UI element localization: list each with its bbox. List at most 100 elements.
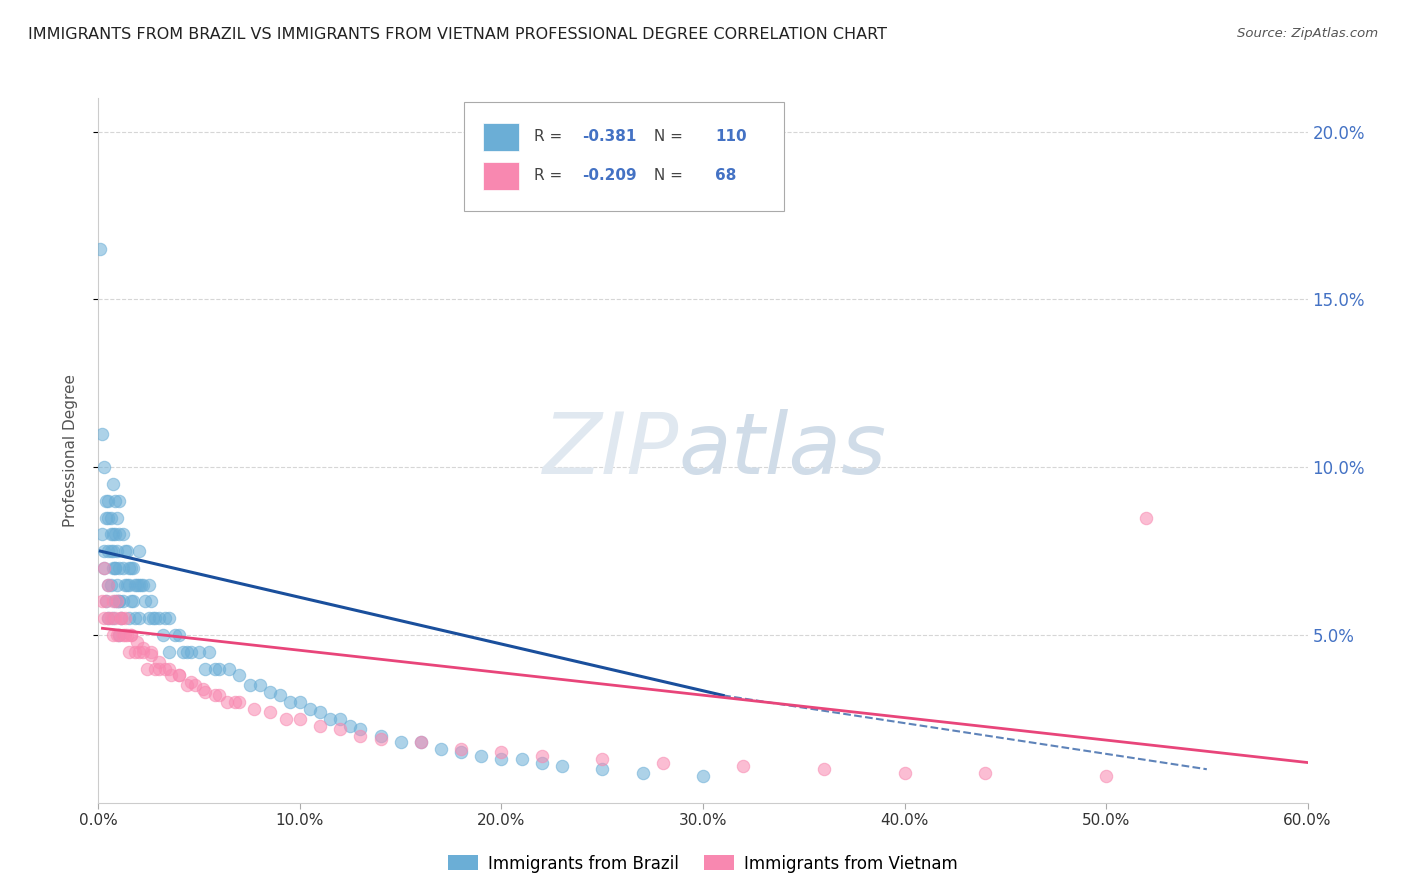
Point bbox=[128, 577, 150, 591]
Point bbox=[118, 645, 141, 659]
Point bbox=[470, 748, 492, 763]
Point bbox=[239, 678, 262, 692]
Point bbox=[274, 712, 297, 726]
Point bbox=[107, 527, 129, 541]
Point bbox=[242, 702, 264, 716]
Point bbox=[93, 544, 115, 558]
Point bbox=[103, 561, 125, 575]
Point bbox=[288, 695, 311, 709]
Point bbox=[218, 662, 240, 676]
Point bbox=[118, 611, 141, 625]
Point bbox=[188, 645, 211, 659]
Point bbox=[370, 732, 392, 747]
Point bbox=[160, 668, 183, 682]
Text: Source: ZipAtlas.com: Source: ZipAtlas.com bbox=[1237, 27, 1378, 40]
Point bbox=[157, 645, 180, 659]
Point bbox=[111, 561, 134, 575]
Point bbox=[329, 712, 352, 726]
Point bbox=[97, 577, 120, 591]
Point bbox=[370, 729, 392, 743]
Point bbox=[409, 735, 432, 749]
Point bbox=[105, 544, 128, 558]
Point bbox=[180, 645, 202, 659]
Point bbox=[288, 712, 311, 726]
Point bbox=[101, 594, 124, 608]
Point bbox=[114, 577, 136, 591]
Point bbox=[132, 645, 155, 659]
Point bbox=[167, 668, 190, 682]
Point bbox=[259, 685, 281, 699]
Point bbox=[124, 645, 146, 659]
Point bbox=[974, 765, 997, 780]
Point bbox=[138, 577, 160, 591]
Point bbox=[91, 426, 114, 441]
Point bbox=[134, 594, 156, 608]
Point bbox=[194, 685, 217, 699]
Point bbox=[100, 527, 122, 541]
Point bbox=[103, 594, 125, 608]
Point bbox=[129, 577, 152, 591]
Bar bbox=[482, 123, 519, 151]
Point bbox=[124, 611, 146, 625]
Point bbox=[893, 765, 915, 780]
Point bbox=[105, 594, 128, 608]
Point bbox=[93, 561, 115, 575]
Point bbox=[228, 668, 250, 682]
Point bbox=[692, 769, 714, 783]
Point bbox=[139, 645, 162, 659]
Point bbox=[128, 645, 150, 659]
Point bbox=[319, 712, 342, 726]
Point bbox=[172, 645, 194, 659]
Point bbox=[198, 645, 221, 659]
Point bbox=[96, 594, 118, 608]
Point bbox=[107, 594, 129, 608]
Point bbox=[591, 762, 613, 776]
Point bbox=[101, 611, 124, 625]
Point bbox=[208, 689, 231, 703]
Point bbox=[110, 611, 132, 625]
Point bbox=[491, 752, 513, 766]
Text: IMMIGRANTS FROM BRAZIL VS IMMIGRANTS FROM VIETNAM PROFESSIONAL DEGREE CORRELATIO: IMMIGRANTS FROM BRAZIL VS IMMIGRANTS FRO… bbox=[28, 27, 887, 42]
Point bbox=[591, 752, 613, 766]
Point bbox=[193, 681, 215, 696]
Point bbox=[110, 611, 132, 625]
Point bbox=[167, 628, 190, 642]
Point bbox=[107, 493, 129, 508]
Text: ZIP: ZIP bbox=[543, 409, 679, 492]
Point bbox=[430, 742, 453, 756]
Point bbox=[107, 594, 129, 608]
Point bbox=[105, 510, 128, 524]
Point bbox=[299, 702, 322, 716]
Point bbox=[139, 594, 162, 608]
Point bbox=[121, 561, 143, 575]
Text: -0.381: -0.381 bbox=[582, 129, 637, 145]
Point bbox=[97, 611, 120, 625]
Point bbox=[120, 628, 142, 642]
Point bbox=[96, 493, 118, 508]
Point bbox=[101, 544, 124, 558]
Point bbox=[125, 577, 148, 591]
Point bbox=[101, 527, 124, 541]
Point bbox=[120, 594, 142, 608]
Point bbox=[176, 678, 198, 692]
Point bbox=[100, 510, 122, 524]
Point bbox=[107, 561, 129, 575]
Point bbox=[105, 594, 128, 608]
Point bbox=[128, 544, 150, 558]
Point bbox=[184, 678, 207, 692]
Point bbox=[217, 695, 239, 709]
Point bbox=[114, 544, 136, 558]
Point bbox=[115, 577, 138, 591]
Point bbox=[153, 611, 176, 625]
Point bbox=[409, 735, 432, 749]
FancyBboxPatch shape bbox=[464, 102, 785, 211]
Point bbox=[91, 594, 114, 608]
Legend: Immigrants from Brazil, Immigrants from Vietnam: Immigrants from Brazil, Immigrants from … bbox=[441, 848, 965, 880]
Point bbox=[125, 634, 148, 648]
Point bbox=[510, 752, 533, 766]
Bar bbox=[482, 161, 519, 190]
Point bbox=[132, 641, 155, 656]
Point bbox=[180, 675, 202, 690]
Point bbox=[269, 689, 291, 703]
Point bbox=[309, 705, 332, 719]
